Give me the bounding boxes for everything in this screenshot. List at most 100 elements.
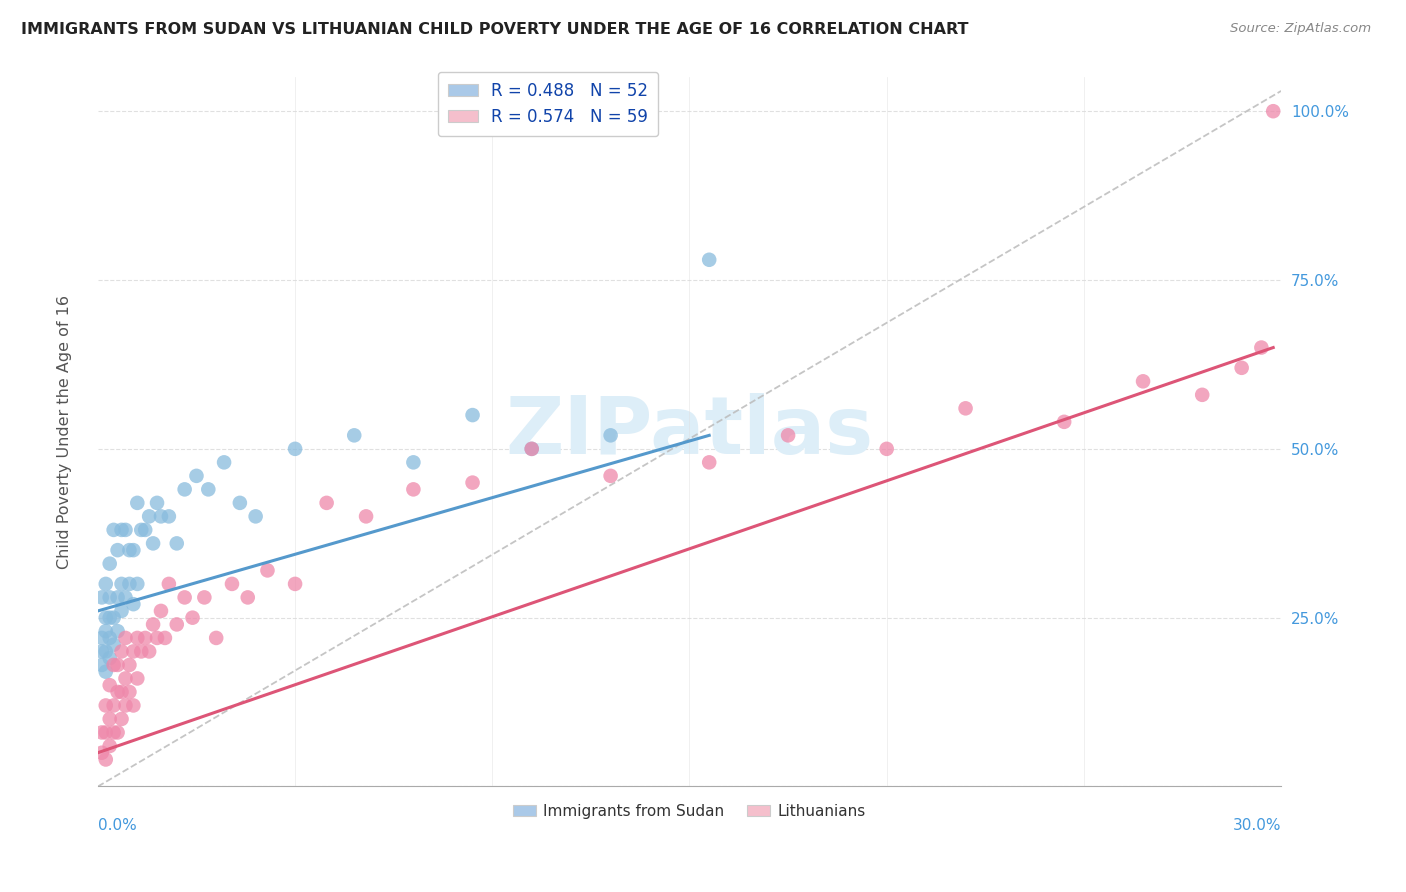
- Point: [256, 563, 278, 577]
- Point: [114, 672, 136, 686]
- Point: [122, 543, 145, 558]
- Point: [149, 604, 172, 618]
- Point: [103, 698, 125, 713]
- Point: [461, 408, 484, 422]
- Point: [402, 455, 425, 469]
- Point: [98, 591, 121, 605]
- Point: [461, 475, 484, 490]
- Point: [122, 644, 145, 658]
- Point: [103, 610, 125, 624]
- Point: [354, 509, 377, 524]
- Point: [114, 591, 136, 605]
- Text: Source: ZipAtlas.com: Source: ZipAtlas.com: [1230, 22, 1371, 36]
- Point: [90, 725, 112, 739]
- Point: [520, 442, 543, 456]
- Point: [107, 543, 129, 558]
- Point: [110, 712, 132, 726]
- Point: [118, 685, 141, 699]
- Point: [138, 644, 160, 658]
- Point: [127, 631, 149, 645]
- Point: [94, 644, 117, 658]
- Point: [107, 657, 129, 672]
- Text: IMMIGRANTS FROM SUDAN VS LITHUANIAN CHILD POVERTY UNDER THE AGE OF 16 CORRELATIO: IMMIGRANTS FROM SUDAN VS LITHUANIAN CHIL…: [21, 22, 969, 37]
- Point: [107, 591, 129, 605]
- Point: [98, 631, 121, 645]
- Point: [94, 624, 117, 639]
- Point: [107, 624, 129, 639]
- Point: [129, 644, 152, 658]
- Point: [343, 428, 366, 442]
- Point: [98, 678, 121, 692]
- Point: [876, 442, 898, 456]
- Point: [122, 597, 145, 611]
- Point: [138, 509, 160, 524]
- Legend: Immigrants from Sudan, Lithuanians: Immigrants from Sudan, Lithuanians: [506, 797, 872, 825]
- Point: [94, 725, 117, 739]
- Point: [186, 468, 208, 483]
- Point: [94, 665, 117, 679]
- Point: [1263, 104, 1285, 119]
- Point: [142, 536, 165, 550]
- Point: [1053, 415, 1076, 429]
- Point: [127, 672, 149, 686]
- Point: [173, 483, 195, 497]
- Point: [1250, 341, 1272, 355]
- Point: [1132, 374, 1154, 388]
- Point: [697, 455, 720, 469]
- Point: [110, 604, 132, 618]
- Point: [142, 617, 165, 632]
- Point: [166, 617, 188, 632]
- Point: [127, 577, 149, 591]
- Point: [114, 631, 136, 645]
- Point: [114, 698, 136, 713]
- Point: [110, 644, 132, 658]
- Y-axis label: Child Poverty Under the Age of 16: Child Poverty Under the Age of 16: [58, 295, 72, 569]
- Point: [173, 591, 195, 605]
- Point: [90, 644, 112, 658]
- Point: [193, 591, 215, 605]
- Point: [1230, 360, 1253, 375]
- Point: [98, 651, 121, 665]
- Point: [153, 631, 176, 645]
- Point: [697, 252, 720, 267]
- Point: [599, 468, 621, 483]
- Point: [212, 455, 235, 469]
- Text: ZIPatlas: ZIPatlas: [505, 393, 873, 471]
- Point: [94, 577, 117, 591]
- Point: [1191, 388, 1213, 402]
- Point: [98, 557, 121, 571]
- Point: [122, 698, 145, 713]
- Point: [127, 496, 149, 510]
- Point: [315, 496, 337, 510]
- Text: 0.0%: 0.0%: [98, 818, 136, 833]
- Point: [107, 725, 129, 739]
- Point: [103, 523, 125, 537]
- Point: [90, 631, 112, 645]
- Point: [134, 523, 156, 537]
- Point: [236, 591, 259, 605]
- Point: [146, 496, 169, 510]
- Point: [98, 610, 121, 624]
- Point: [134, 631, 156, 645]
- Point: [90, 591, 112, 605]
- Point: [118, 657, 141, 672]
- Point: [103, 657, 125, 672]
- Point: [98, 712, 121, 726]
- Point: [245, 509, 267, 524]
- Point: [181, 610, 204, 624]
- Point: [98, 739, 121, 753]
- Point: [94, 698, 117, 713]
- Point: [114, 523, 136, 537]
- Point: [157, 577, 180, 591]
- Point: [110, 577, 132, 591]
- Point: [94, 752, 117, 766]
- Point: [90, 746, 112, 760]
- Point: [103, 638, 125, 652]
- Point: [205, 631, 228, 645]
- Point: [284, 577, 307, 591]
- Point: [166, 536, 188, 550]
- Point: [955, 401, 977, 416]
- Point: [157, 509, 180, 524]
- Point: [284, 442, 307, 456]
- Point: [197, 483, 219, 497]
